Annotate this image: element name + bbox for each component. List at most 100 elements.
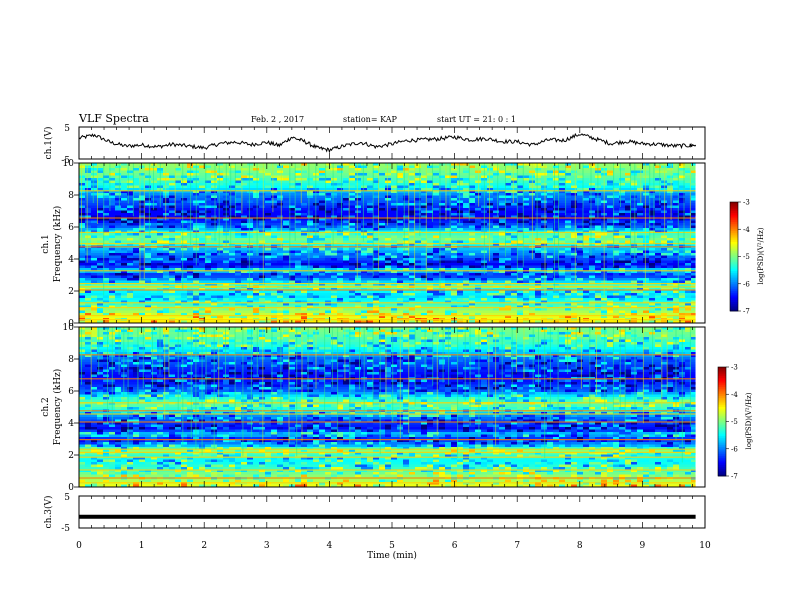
spec-cell [109,248,115,251]
spec-cell [469,278,475,281]
spec-cell [181,185,187,189]
spec-cell [91,180,97,184]
spec-cell [379,339,385,343]
spec-cell [613,165,619,169]
spec-cell [517,175,523,179]
spec-cell [391,347,397,350]
spec-cell [469,233,475,236]
spec-cell [337,203,343,206]
spec-cell [259,329,265,333]
spec-cell [133,369,139,373]
spec-cell [499,203,505,206]
spec-cell [115,362,121,365]
spec-cell [571,327,577,330]
spec-cell [427,315,433,319]
spec-cell [637,404,643,408]
spec-narrowband-line [79,243,696,245]
spec-cell [409,258,415,261]
spec-cell [667,253,673,256]
spec-cell [103,305,109,309]
spec-cell [367,273,373,276]
spec-cell [307,342,313,345]
spec-cell [319,238,325,241]
ch2-spectrogram-image [79,327,705,488]
spec-cell [403,298,409,301]
spec-cell [325,334,331,338]
spec-cell [529,354,535,358]
spec-cell [229,362,235,365]
spec-cell [463,354,469,358]
spec-cell [145,384,151,388]
spec-cell [283,240,289,244]
spec-cell [691,225,697,229]
spec-cell [619,268,625,271]
spec-cell [403,258,409,261]
spec-cell [139,238,145,241]
spec-cell [463,334,469,338]
spec-cell [619,298,625,301]
spec-cell [199,165,205,169]
spec-cell [487,359,493,363]
spec-cell [445,228,451,231]
spec-cell [271,310,277,314]
spec-cell [613,203,619,206]
spec-cell [97,193,103,196]
spec-cell [247,372,253,375]
spec-cell [217,228,223,231]
spec-cell [91,238,97,241]
spec-cell [379,293,385,296]
spec-cell [79,392,85,395]
spec-cell [127,243,133,246]
spec-cell [211,195,217,199]
spec-cell [421,407,427,410]
spec-cell [283,175,289,179]
spec-cell [97,308,103,311]
spec-cell [385,238,391,241]
spec-cell [535,283,541,286]
spec-cell [427,387,433,390]
spec-cell [337,329,343,333]
spec-cell [493,240,499,244]
spec-cell [379,313,385,316]
spec-cell [511,290,517,294]
spec-cell [685,220,691,224]
spec-cell [103,235,109,239]
spec-cell [529,313,535,316]
spec-cell [385,313,391,316]
spec-sferic-streak [127,163,129,204]
spec-cell [265,310,271,314]
spec-cell [523,369,529,373]
spec-cell [235,313,241,316]
spec-cell [661,165,667,169]
spec-cell [535,278,541,281]
spec-cell [259,298,265,301]
spec-cell [151,263,157,266]
spec-cell [643,253,649,256]
spec-cell [169,238,175,241]
spec-cell [439,290,445,294]
spec-cell [415,404,421,408]
spec-cell [451,374,457,378]
spec-cell [145,178,151,181]
spec-cell [463,329,469,333]
spec-cell [505,273,511,276]
spec-cell [319,273,325,276]
spec-cell [511,300,517,304]
spec-cell [109,305,115,309]
spec-cell [79,265,85,269]
spec-cell [289,359,295,363]
spec-cell [241,233,247,236]
spec-cell [211,205,217,209]
spec-cell [487,352,493,355]
spec-cell [547,238,553,241]
spec-row [79,228,696,231]
spec-cell [355,387,361,390]
spec-cell [517,362,523,365]
spec-cell [589,374,595,378]
spec-cell [145,168,151,171]
spec-cell [115,243,121,246]
spec-cell [265,339,271,343]
spec-cell [253,397,259,400]
spec-cell [361,235,367,239]
spec-cell [271,195,277,199]
